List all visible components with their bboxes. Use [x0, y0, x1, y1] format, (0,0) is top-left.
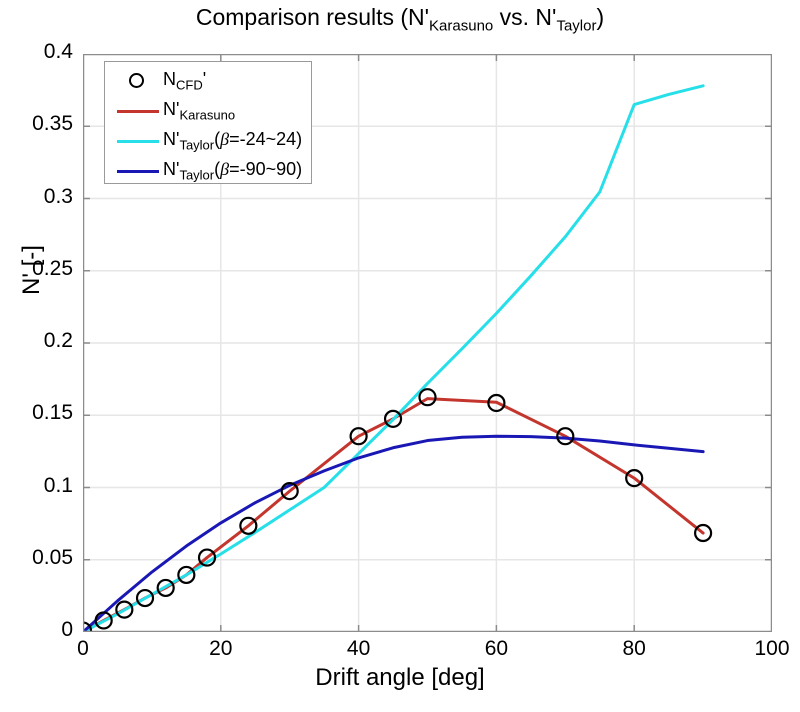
legend-item[interactable]: N'Karasuno: [105, 96, 313, 126]
legend-item[interactable]: NCFD': [105, 66, 313, 96]
legend-line-swatch-icon: [113, 96, 161, 126]
legend-item[interactable]: N'Taylor(β=-90~90): [105, 156, 313, 186]
legend-label-pre: N': [163, 129, 180, 149]
chart-title-mid: vs. N': [493, 4, 557, 30]
legend-label-subscript: Taylor: [179, 137, 215, 153]
legend-label-post: (β=-90~90): [214, 159, 303, 179]
y-tick-label: 0.1: [43, 473, 73, 497]
y-tick-label: 0.3: [43, 184, 73, 208]
chart-title-post: ): [596, 4, 605, 30]
x-axis-label: Drift angle [deg]: [315, 664, 485, 691]
legend-item-label: N'Taylor(β=-24~24): [163, 128, 302, 157]
y-tick-label: 0.15: [32, 401, 73, 425]
x-tick-label: 60: [484, 637, 509, 660]
legend-label-subscript: CFD: [176, 77, 203, 93]
axis-tickmarks: [83, 54, 772, 632]
y-tick-label: 0.4: [43, 40, 73, 63]
y-tick-label: 0.05: [32, 545, 73, 569]
legend-label-subscript: Taylor: [179, 167, 215, 183]
legend-label-post: ': [202, 69, 207, 89]
circle-open-icon: [129, 73, 144, 88]
legend: NCFD' N'Karasuno N'Taylor(β=-24~24) N'Taylo…: [104, 61, 312, 184]
y-tick-label: 0.25: [32, 256, 73, 280]
x-tick-label: 40: [346, 637, 371, 660]
x-tick-label: 0: [77, 637, 89, 660]
line-swatch-icon: [117, 140, 159, 143]
legend-label-pre: N': [163, 159, 180, 179]
data-series-layer: [83, 84, 713, 632]
x-tick-label: 20: [209, 637, 233, 660]
legend-circle-marker-icon: [113, 66, 161, 96]
legend-line-swatch-icon: [113, 156, 161, 186]
legend-label-post: (β=-24~24): [214, 129, 303, 149]
y-tick-label: 0: [61, 618, 73, 641]
y-tick-label: 0.2: [43, 329, 73, 352]
x-tick-label: 80: [622, 637, 646, 660]
chart-title-pre: Comparison results (N': [195, 4, 430, 30]
legend-line-swatch-icon: [113, 126, 161, 156]
line-swatch-icon: [117, 110, 159, 113]
legend-item-label: N'Taylor(β=-90~90): [163, 158, 302, 187]
line-swatch-icon: [117, 170, 159, 173]
legend-item-label: N'Karasuno: [163, 98, 235, 127]
beta-symbol: β: [220, 159, 230, 179]
legend-label-subscript: Karasuno: [179, 107, 236, 123]
legend-item-label: NCFD': [163, 68, 206, 97]
chart-title-sub-taylor: Taylor: [556, 17, 597, 35]
beta-symbol: β: [220, 129, 230, 149]
y-axis-label: N' [-]: [18, 245, 45, 295]
y-tick-label: 0.35: [32, 112, 73, 136]
x-tick-label: 100: [754, 637, 790, 660]
legend-label-pre: N: [163, 69, 176, 89]
chart-title-sub-karasuno: Karasuno: [429, 17, 494, 35]
legend-item[interactable]: N'Taylor(β=-24~24): [105, 126, 313, 156]
chart-title: Comparison results (N'Karasuno vs. N'Tay…: [0, 4, 800, 34]
legend-label-pre: N': [163, 99, 180, 119]
